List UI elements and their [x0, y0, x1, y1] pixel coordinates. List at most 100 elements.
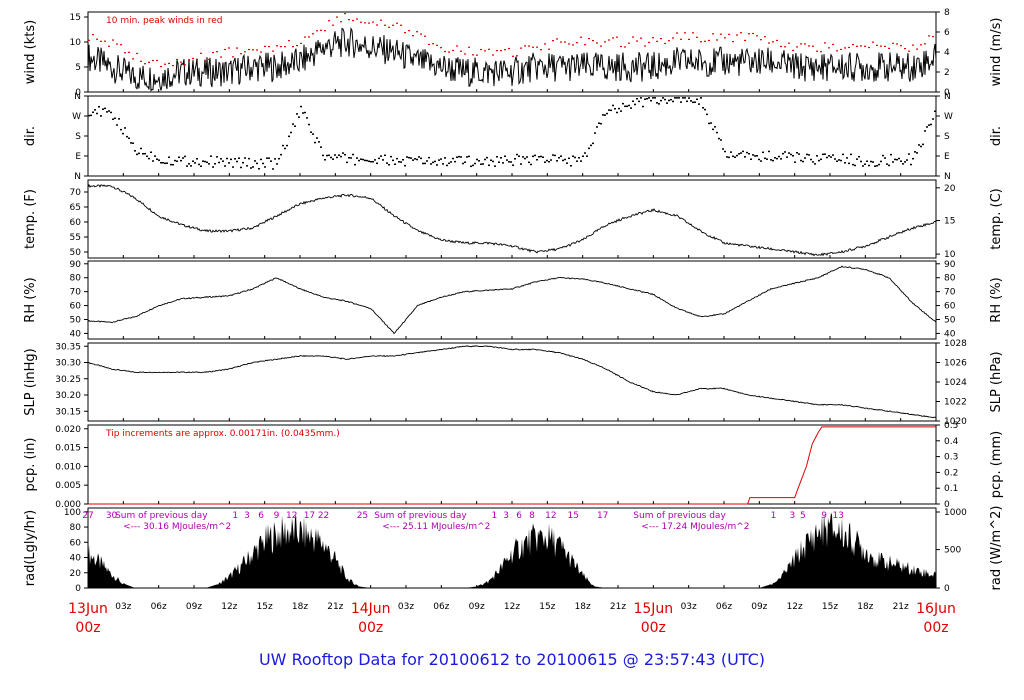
dir-point: [274, 158, 276, 160]
dir-point: [884, 157, 886, 159]
rad-hour-label: 25: [357, 511, 368, 521]
dir-point: [574, 156, 576, 159]
dir-point: [848, 162, 850, 165]
dir-point: [272, 168, 274, 170]
dir-point: [454, 160, 456, 163]
rad-hour-label: 27: [82, 511, 93, 521]
left-tick-label: 15: [70, 13, 81, 23]
dir-point: [932, 118, 934, 120]
dir-point: [472, 164, 474, 167]
hour-tick-label: 12z: [221, 602, 237, 612]
dir-point: [826, 156, 828, 159]
dir-point: [364, 159, 366, 162]
rad-hour-label: 15: [568, 511, 579, 521]
dir-point: [420, 157, 422, 160]
dir-point: [634, 103, 636, 106]
dir-point: [278, 157, 280, 160]
dir-point: [508, 161, 510, 163]
dir-point: [832, 154, 834, 156]
dir-point: [252, 166, 254, 168]
hour-tick-label: 03z: [115, 602, 131, 612]
dir-point: [96, 112, 98, 115]
dir-point: [556, 160, 558, 162]
dir-point: [638, 100, 640, 103]
dir-point: [810, 158, 812, 161]
dir-point: [740, 152, 742, 154]
right-tick-label: 8: [944, 8, 950, 18]
dir-point: [448, 162, 450, 165]
dir-point: [338, 154, 340, 156]
pcp-ylabel-right: pcp. (mm): [989, 431, 1004, 498]
dir-point: [560, 155, 562, 157]
dir-point: [330, 156, 332, 159]
rad-hour-label: 17: [597, 511, 608, 521]
dir-point: [140, 147, 142, 150]
dir-point: [328, 154, 330, 157]
dir-point: [910, 163, 912, 166]
panel-wind: 0 5 10 15 0 2 4 6 8 wind (kts) wind (m/s) 10 min. p…: [23, 8, 1004, 98]
left-tick-label: 55: [70, 233, 81, 243]
dir-point: [504, 155, 506, 157]
dir-point: [292, 123, 294, 125]
left-tick-label: 60: [70, 218, 82, 228]
hour-tick-label: 09z: [751, 602, 767, 612]
dir-point: [250, 167, 252, 169]
temp-ylabel-right: temp. (C): [989, 188, 1004, 250]
dir-point: [162, 161, 164, 164]
dir-point: [256, 162, 258, 165]
dir-point: [632, 100, 634, 103]
dir-point: [808, 154, 810, 156]
dir-point: [346, 161, 348, 164]
dir-point: [124, 127, 126, 129]
dir-point: [780, 158, 782, 160]
left-tick-label: N: [74, 92, 81, 102]
dir-point: [708, 122, 710, 125]
hour-tick-label: 21z: [610, 602, 626, 612]
right-tick-label: 4: [944, 48, 950, 58]
dir-point: [320, 146, 322, 148]
dir-point: [196, 158, 198, 160]
rad-hour-label: 3: [244, 511, 250, 521]
dir-point: [348, 156, 350, 159]
slp-frame: [87, 342, 937, 422]
dir-point: [304, 111, 306, 114]
dir-point: [782, 152, 784, 155]
dir-point: [276, 163, 278, 165]
dir-point: [306, 117, 308, 119]
panel-rh: 40 50 60 70 80 90 40 50 60 70 80 90 RH (%) RH (%): [23, 260, 1004, 340]
right-tick-label: 50: [944, 316, 956, 326]
day-label-date: 13Jun: [68, 601, 108, 617]
dir-point: [410, 157, 412, 159]
dir-point: [776, 157, 778, 160]
dir-point: [668, 99, 670, 102]
left-tick-label: 60: [70, 538, 82, 548]
left-tick-label: 30.30: [55, 359, 81, 369]
hour-tick-label: 15z: [257, 602, 273, 612]
dir-point: [590, 144, 592, 147]
dir-point: [388, 163, 390, 166]
dir-point: [562, 159, 564, 162]
dir-point: [874, 165, 876, 167]
dir-point: [484, 158, 486, 161]
dir-point: [396, 157, 398, 160]
dir-point: [324, 158, 326, 161]
dir-point: [234, 158, 236, 160]
dir-point: [352, 153, 354, 156]
right-tick-label: 0.3: [944, 453, 958, 463]
dir-point: [710, 122, 712, 124]
dir-point: [380, 155, 382, 157]
right-tick-label: W: [944, 112, 953, 122]
dir-point: [680, 101, 682, 103]
rad-hour-label: 13: [833, 511, 844, 521]
wind-ylabel-right: wind (m/s): [989, 18, 1004, 87]
left-tick-label: 0.015: [55, 444, 81, 454]
dir-point: [648, 97, 650, 99]
dir-point: [206, 161, 208, 164]
right-tick-label: 0.1: [944, 484, 958, 494]
dir-point: [902, 163, 904, 165]
panel-slp: 30.15 30.20 30.25 30.30 30.35 1020 1022 1024 102…: [23, 339, 1004, 427]
dir-point: [228, 162, 230, 164]
dir-point: [100, 115, 102, 117]
dir-point: [336, 156, 338, 159]
dir-point: [684, 97, 686, 99]
